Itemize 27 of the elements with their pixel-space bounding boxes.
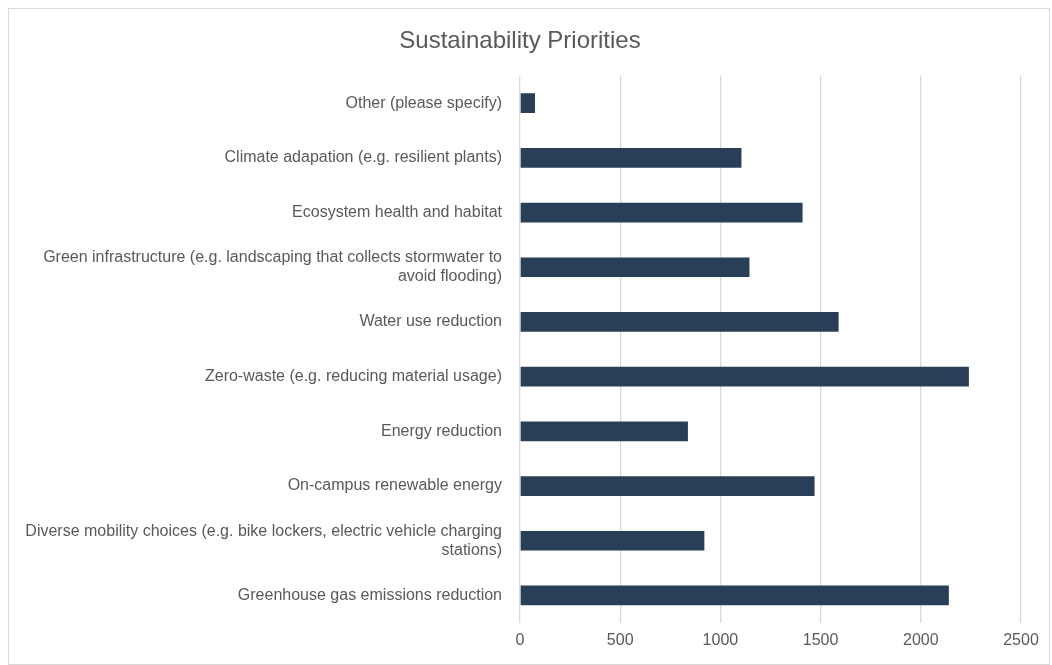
bar <box>520 257 750 278</box>
y-tick-label: Other (please specify) <box>345 93 502 111</box>
x-tick-label: 2000 <box>903 630 939 648</box>
bar <box>520 202 803 223</box>
chart-title: Sustainability Priorities <box>399 26 641 54</box>
bar <box>520 421 688 442</box>
x-tick-label: 1500 <box>802 630 839 648</box>
y-tick-label: Diverse mobility choices (e.g. bike lockers, electric vehicle charging stations) <box>25 521 502 558</box>
bar <box>520 93 536 113</box>
x-tick-label: 1000 <box>702 630 739 648</box>
bar <box>520 530 705 551</box>
y-tick-label: Energy reduction <box>381 421 502 439</box>
x-tick-label: 2500 <box>1003 630 1039 648</box>
y-tick-label: Greenhouse gas emissions reduction <box>237 585 502 603</box>
y-tick-label: Green infrastructure (e.g. landscaping that collects stormwater to avoid flooding) <box>43 248 503 285</box>
y-tick-label: Zero-waste (e.g. reducing material usage) <box>204 367 502 385</box>
bar <box>520 312 839 332</box>
y-tick-label: Ecosystem health and habitat <box>292 202 503 220</box>
bar <box>520 366 969 387</box>
y-tick-label: Climate adapation (e.g. resilient plants) <box>224 148 502 166</box>
bar <box>520 148 742 168</box>
x-tick-label: 500 <box>606 630 634 648</box>
y-tick-label: On-campus renewable energy <box>287 476 502 494</box>
bar <box>520 585 949 606</box>
bar <box>520 476 815 496</box>
y-tick-label: Water use reduction <box>359 312 502 330</box>
x-tick-label: 0 <box>515 630 525 648</box>
